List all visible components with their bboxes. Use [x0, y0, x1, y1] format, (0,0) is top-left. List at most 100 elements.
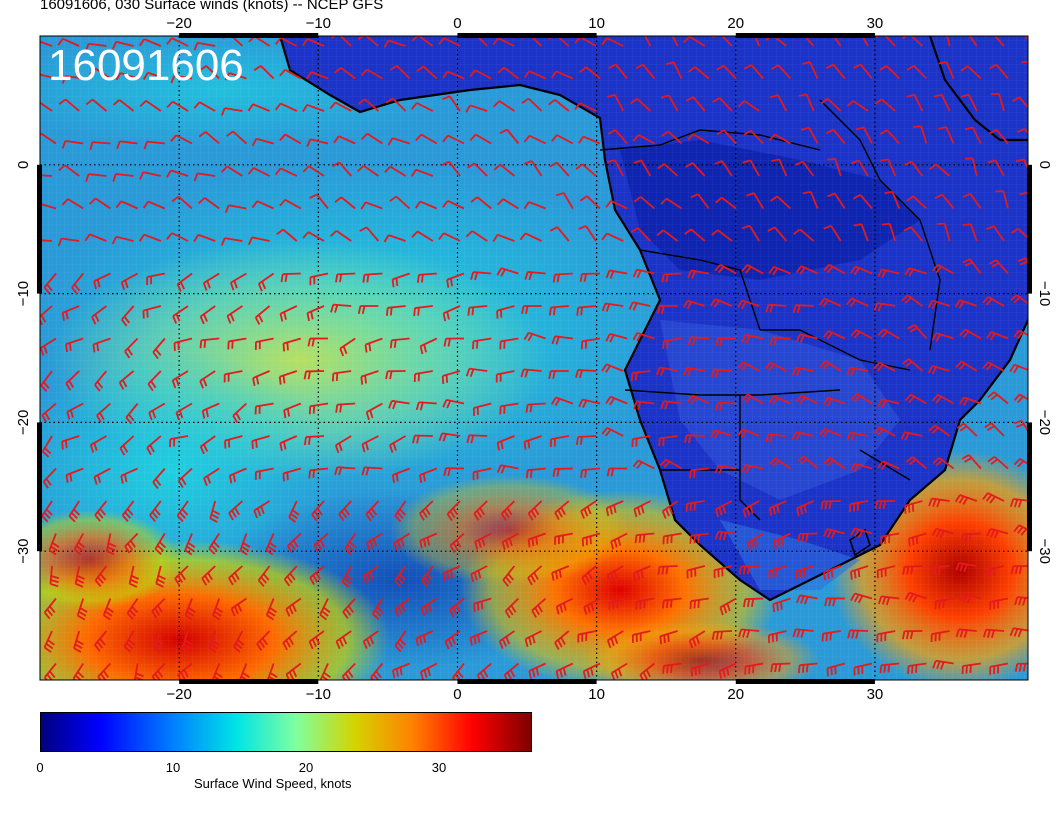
wind-barb: [392, 662, 410, 679]
wind-barb: [853, 662, 873, 676]
wind-barb: [687, 336, 709, 346]
colorbar-tick-label: 0: [36, 760, 44, 775]
wind-barb: [124, 532, 139, 554]
wind-barb: [441, 370, 461, 384]
wind-barb: [685, 162, 706, 177]
wind-barb: [465, 367, 488, 378]
wind-barb: [364, 337, 383, 353]
wind-barb: [330, 303, 352, 313]
wind-barb: [116, 140, 138, 150]
wind-barb: [177, 662, 193, 680]
wind-barb: [555, 597, 574, 615]
wind-barb: [601, 232, 624, 242]
wind-barb: [220, 165, 243, 177]
wind-barb: [932, 659, 954, 670]
wind-barb: [986, 331, 1009, 341]
wind-barb: [335, 272, 356, 283]
wind-barb: [607, 94, 625, 112]
wind-barb: [765, 433, 787, 443]
wind-barb: [496, 435, 515, 451]
wind-barb: [913, 125, 928, 144]
wind-barb: [549, 305, 569, 316]
wind-barb: [466, 434, 488, 444]
wind-barb: [193, 101, 216, 112]
wind-barb: [662, 597, 682, 609]
wind-barb: [496, 305, 515, 319]
wind-barb: [1013, 393, 1028, 404]
wind-barb: [527, 500, 543, 521]
wind-barb: [630, 97, 652, 112]
wind-barb: [143, 140, 165, 150]
wind-barb: [632, 565, 651, 582]
wind-barb: [819, 360, 842, 372]
wind-barb: [987, 456, 1009, 470]
wind-barb: [228, 500, 244, 521]
wind-barb: [955, 628, 977, 638]
wind-barb: [470, 565, 488, 583]
wind-barb: [633, 159, 652, 177]
wind-barb: [331, 36, 352, 47]
wind-barb: [288, 500, 300, 523]
wind-barb: [384, 165, 407, 177]
wind-barb: [220, 237, 243, 246]
wind-barb: [884, 190, 901, 209]
wind-barb: [228, 467, 247, 484]
frame-bar: [735, 33, 875, 38]
wind-barb: [879, 662, 900, 674]
wind-barb: [880, 532, 900, 545]
wind-barb: [171, 195, 193, 210]
wind-barb: [827, 157, 842, 177]
wind-barb: [413, 370, 433, 383]
wind-barb: [772, 597, 791, 613]
wind-barb: [41, 435, 53, 458]
wind-barb: [606, 630, 624, 649]
wind-barb: [61, 305, 80, 321]
wind-barb: [311, 500, 325, 522]
wind-barb: [876, 565, 896, 579]
wind-barb: [362, 630, 379, 650]
wind-barb: [247, 167, 271, 177]
wind-barb: [94, 565, 108, 587]
wind-barb: [331, 161, 352, 177]
wind-barb: [907, 662, 927, 675]
wind-barb: [499, 128, 520, 145]
wind-barb: [313, 532, 329, 553]
wind-barb: [737, 299, 760, 310]
wind-barb: [742, 159, 760, 177]
wind-barb: [661, 500, 679, 519]
wind-barb: [120, 467, 138, 484]
wind-barb: [850, 159, 869, 177]
wind-barb: [714, 160, 733, 177]
wind-barb: [847, 629, 869, 639]
wind-barb: [657, 305, 678, 314]
wind-barb: [177, 467, 193, 488]
wind-barb: [411, 230, 434, 242]
wind-barb: [580, 337, 601, 350]
wind-barb: [574, 36, 597, 47]
wind-barb: [331, 370, 352, 382]
wind-barb: [933, 93, 951, 112]
wind-barb: [438, 232, 461, 242]
wind-barb: [551, 565, 570, 581]
wind-barb: [823, 263, 846, 275]
wind-barb: [89, 141, 111, 151]
wind-barb: [712, 97, 733, 112]
wind-barb: [746, 192, 764, 209]
wind-barb: [880, 158, 897, 177]
wind-barb: [334, 435, 352, 454]
wind-barb: [982, 296, 1005, 307]
wind-barb: [253, 65, 275, 80]
wind-barb: [686, 565, 706, 579]
wind-barb: [687, 269, 709, 279]
wind-barb: [737, 100, 760, 112]
wind-barb: [469, 69, 492, 80]
wind-barb: [630, 370, 651, 382]
wind-barb: [658, 435, 678, 447]
wind-barb: [931, 393, 955, 405]
wind-barb: [744, 662, 764, 675]
wind-barb: [40, 239, 53, 242]
wind-barb: [193, 233, 216, 243]
wind-barb: [334, 466, 356, 476]
wind-barb: [415, 630, 434, 647]
wind-barb: [606, 467, 628, 477]
